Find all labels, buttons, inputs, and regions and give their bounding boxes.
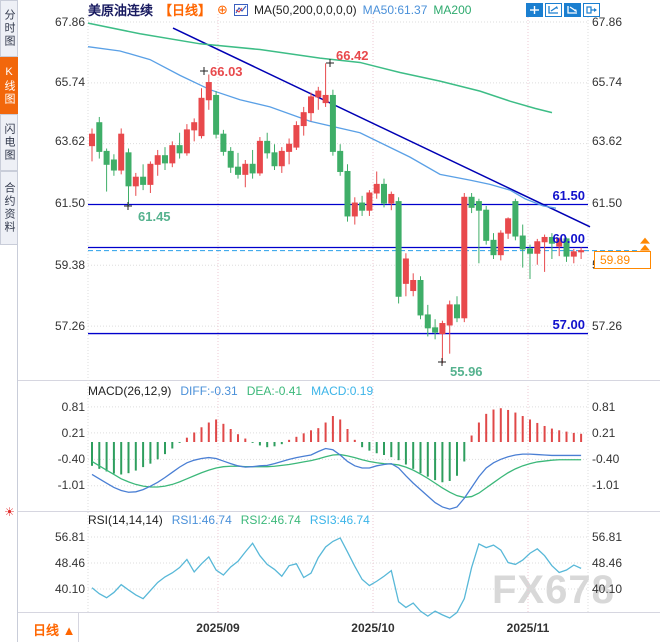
- macd-diff-value: DIFF:-0.31: [180, 384, 238, 398]
- indicator-params: MA(50,200,0,0,0,0): [253, 2, 357, 17]
- svg-text:66.03: 66.03: [210, 64, 243, 79]
- chart-type-sidebar: 分时图 K线图 闪电图 合约资料 ☀: [0, 0, 18, 642]
- tab-label: 合约资料: [3, 182, 15, 234]
- price-axis-label: 63.62: [54, 134, 85, 148]
- price-axis-label: 63.62: [592, 134, 623, 148]
- macd-panel-title: MACD(26,12,9) DIFF:-0.31 DEA:-0.41 MACD:…: [88, 384, 373, 398]
- sidebar-tab-contract-info[interactable]: 合约资料: [0, 171, 18, 245]
- rsi3-value: RSI3:46.74: [309, 513, 370, 527]
- zoom-region-icon[interactable]: [545, 3, 562, 17]
- price-axis-label: 65.74: [54, 75, 85, 89]
- tab-label: K线图: [3, 65, 15, 106]
- macd-axis-label: 0.21: [592, 426, 616, 440]
- support-level-label: 57.00: [552, 317, 585, 332]
- date-axis-label: 2025/11: [506, 621, 550, 635]
- exit-chart-icon[interactable]: [583, 3, 600, 17]
- period-tag: 【日线】: [159, 3, 212, 18]
- macd-dea-value: DEA:-0.41: [246, 384, 303, 398]
- macd-axis-label: 0.81: [61, 400, 85, 414]
- macd-axis-label: -0.40: [592, 452, 620, 466]
- svg-text:55.96: 55.96: [450, 364, 483, 379]
- panel-separator: [18, 511, 660, 512]
- rsi-axis-label: 56.81: [54, 530, 85, 544]
- price-axis-label: 57.26: [592, 319, 623, 333]
- support-level-label: 61.50: [552, 188, 585, 203]
- price-axis-label: 61.50: [592, 196, 623, 210]
- price-axis-label: 67.86: [54, 15, 85, 29]
- kline-mini-chart-icon[interactable]: [233, 3, 248, 16]
- sidebar-tab-kline[interactable]: K线图: [0, 57, 18, 114]
- symbol-title: 美原油连续: [88, 3, 154, 18]
- macd-hist-value: MACD:0.19: [311, 384, 374, 398]
- svg-text:66.42: 66.42: [336, 48, 369, 63]
- ma200-value: MA200: [433, 2, 472, 17]
- current-price-badge: 59.89: [594, 251, 651, 269]
- sidebar-tab-lightning[interactable]: 闪电图: [0, 114, 18, 171]
- date-axis-label: 2025/09: [196, 621, 240, 635]
- tab-label: 分时图: [3, 9, 15, 48]
- macd-params: MACD(26,12,9): [88, 384, 172, 398]
- svg-text:61.45: 61.45: [138, 209, 171, 224]
- chart-header: 美原油连续 【日线】 ⊕ MA(50,200,0,0,0,0) MA50:61.…: [88, 1, 472, 19]
- price-axis-label: 57.26: [54, 319, 85, 333]
- price-axis-label: 61.50: [54, 196, 85, 210]
- macd-axis-label: -1.01: [592, 478, 620, 492]
- ma50-value: MA50:61.37: [362, 2, 428, 17]
- chart-toolbar: [526, 3, 600, 17]
- sidebar-tab-timeline[interactable]: 分时图: [0, 0, 18, 57]
- macd-axis-label: -1.01: [57, 478, 85, 492]
- rsi-axis-label: 40.10: [592, 582, 623, 596]
- price-axis-label: 67.86: [592, 15, 623, 29]
- price-axis-label: 59.38: [54, 258, 85, 272]
- rsi-axis-label: 40.10: [54, 582, 85, 596]
- macd-axis-label: 0.81: [592, 400, 616, 414]
- rsi-axis-label: 48.46: [54, 556, 85, 570]
- settings-sun-icon[interactable]: ☀: [4, 505, 15, 519]
- crosshair-icon[interactable]: [526, 3, 543, 17]
- rsi-params: RSI(14,14,14): [88, 513, 163, 527]
- bottombar-separator: [78, 613, 79, 642]
- date-axis-label: 2025/10: [351, 621, 395, 635]
- panel-separator: [18, 612, 660, 613]
- add-indicator-icon[interactable]: ⊕: [217, 1, 228, 17]
- price-axis-label: 65.74: [592, 75, 623, 89]
- rsi-panel-title: RSI(14,14,14) RSI1:46.74 RSI2:46.74 RSI3…: [88, 513, 370, 527]
- pan-chart-icon[interactable]: [564, 3, 581, 17]
- rsi-axis-label: 56.81: [592, 530, 623, 544]
- macd-axis-label: 0.21: [61, 426, 85, 440]
- rsi1-value: RSI1:46.74: [171, 513, 232, 527]
- rsi2-value: RSI2:46.74: [240, 513, 301, 527]
- period-selector[interactable]: 日线 ▲: [33, 623, 76, 638]
- macd-axis-label: -0.40: [57, 452, 85, 466]
- support-level-label: 60.00: [552, 231, 585, 246]
- tab-label: 闪电图: [3, 123, 15, 162]
- panel-separator: [18, 380, 660, 381]
- rsi-axis-label: 48.46: [592, 556, 623, 570]
